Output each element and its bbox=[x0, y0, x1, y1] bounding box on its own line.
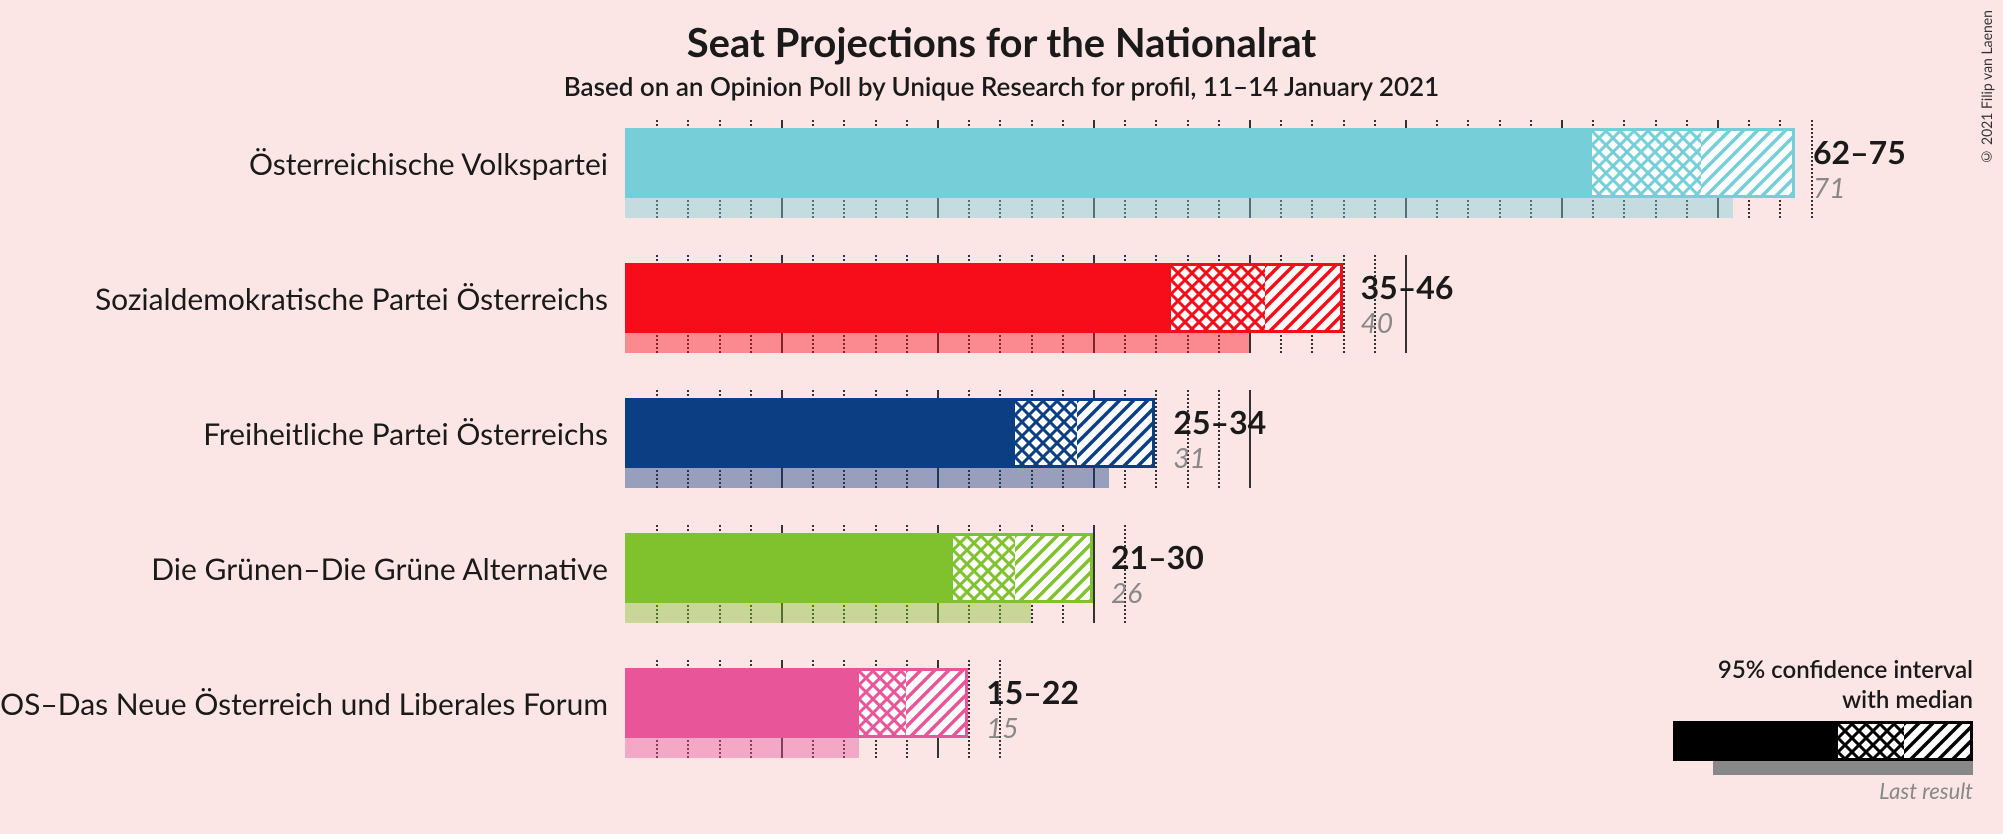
last-result-bar bbox=[625, 738, 859, 758]
ci-bar bbox=[625, 398, 1155, 468]
grid-minor-tick bbox=[1155, 390, 1157, 488]
last-result-bar bbox=[625, 603, 1031, 623]
last-result-label: 26 bbox=[1111, 575, 1142, 609]
party-label: Die Grünen–Die Grüne Alternative bbox=[151, 551, 608, 587]
ci-solid-segment bbox=[625, 263, 1171, 333]
grid-major-tick bbox=[1093, 525, 1095, 623]
ci-crosshatch-segment bbox=[859, 668, 906, 738]
last-result-bar bbox=[625, 198, 1733, 218]
range-label: 35–46 bbox=[1361, 267, 1454, 306]
party-label: Sozialdemokratische Partei Österreichs bbox=[95, 281, 608, 317]
ci-diag-segment bbox=[1701, 128, 1795, 198]
last-result-bar bbox=[625, 333, 1249, 353]
party-label: NEOS–Das Neue Österreich und Liberales F… bbox=[0, 686, 608, 722]
legend-solid-segment bbox=[1673, 721, 1838, 761]
chart-title: Seat Projections for the Nationalrat bbox=[0, 0, 2003, 66]
range-label: 21–30 bbox=[1111, 537, 1204, 576]
ci-crosshatch-segment bbox=[1171, 263, 1265, 333]
legend-last-bar bbox=[1713, 761, 1973, 775]
ci-crosshatch-segment bbox=[953, 533, 1015, 603]
ci-crosshatch-segment bbox=[1015, 398, 1077, 468]
legend: 95% confidence interval with median Last… bbox=[1673, 655, 1973, 804]
last-result-label: 71 bbox=[1813, 170, 1845, 204]
ci-diag-segment bbox=[1015, 533, 1093, 603]
legend-line1: 95% confidence interval bbox=[1718, 655, 1973, 684]
ci-solid-segment bbox=[625, 128, 1592, 198]
party-label: Österreichische Volkspartei bbox=[249, 146, 608, 182]
legend-title: 95% confidence interval with median bbox=[1673, 655, 1973, 715]
ci-solid-segment bbox=[625, 398, 1015, 468]
range-label: 15–22 bbox=[986, 672, 1079, 711]
ci-solid-segment bbox=[625, 533, 953, 603]
party-row: Österreichische Volkspartei 62–7571 bbox=[0, 120, 2003, 255]
legend-crosshatch-segment bbox=[1838, 721, 1904, 761]
legend-last-text: Last result bbox=[1673, 777, 1973, 804]
last-result-bar bbox=[625, 468, 1109, 488]
ci-crosshatch-segment bbox=[1592, 128, 1701, 198]
ci-bar bbox=[625, 668, 968, 738]
party-label: Freiheitliche Partei Österreichs bbox=[203, 416, 608, 452]
legend-ci-bar bbox=[1673, 721, 1973, 761]
ci-diag-segment bbox=[1265, 263, 1343, 333]
legend-line2: with median bbox=[1842, 685, 1973, 714]
range-label: 25–34 bbox=[1173, 402, 1266, 441]
ci-bar bbox=[625, 263, 1343, 333]
legend-diag-segment bbox=[1904, 721, 1973, 761]
last-result-label: 40 bbox=[1361, 305, 1393, 339]
last-result-label: 31 bbox=[1173, 440, 1205, 474]
party-row: Die Grünen–Die Grüne Alternative 21–3026 bbox=[0, 525, 2003, 660]
chart-subtitle: Based on an Opinion Poll by Unique Resea… bbox=[0, 66, 2003, 120]
range-label: 62–75 bbox=[1813, 132, 1906, 171]
ci-bar bbox=[625, 128, 1795, 198]
ci-bar bbox=[625, 533, 1093, 603]
ci-diag-segment bbox=[906, 668, 968, 738]
party-row: Freiheitliche Partei Österreichs 25–3431 bbox=[0, 390, 2003, 525]
grid-minor-tick bbox=[1343, 255, 1345, 353]
last-result-label: 15 bbox=[986, 710, 1018, 744]
ci-diag-segment bbox=[1077, 398, 1155, 468]
ci-solid-segment bbox=[625, 668, 859, 738]
party-row: Sozialdemokratische Partei Österreichs 35… bbox=[0, 255, 2003, 390]
grid-minor-tick bbox=[968, 660, 970, 758]
